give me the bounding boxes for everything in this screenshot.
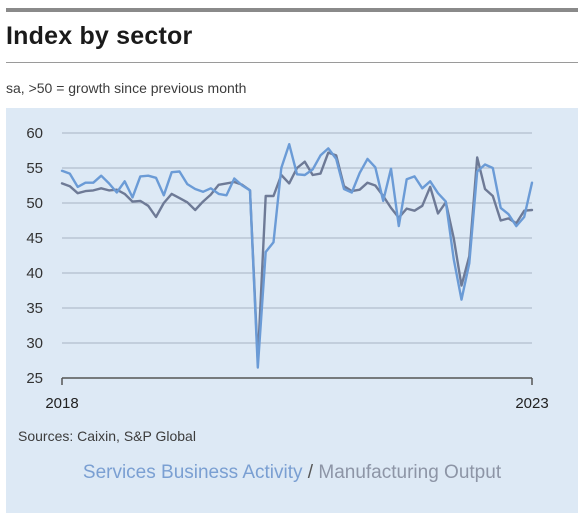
chart-panel: 60 55 50 45 40 35 30 25 2018 2023 Sources: Caixi…	[6, 108, 578, 513]
series-line-services	[60, 143, 534, 369]
y-tick-label-25: 25	[26, 370, 43, 387]
x-tick-label-start: 2018	[45, 395, 78, 412]
chart-title: Index by sector	[6, 22, 193, 50]
grid-lines	[62, 132, 532, 344]
y-tick-label-45: 45	[26, 230, 43, 247]
legend: Services Business Activity / Manufacturi…	[6, 462, 578, 484]
y-tick-label-40: 40	[26, 265, 43, 282]
legend-services: Services Business Activity	[82, 462, 303, 483]
top-rule	[6, 8, 578, 12]
source-note: Sources: Caixin, S&P Global	[18, 428, 196, 444]
y-tick-label-60: 60	[26, 125, 43, 142]
y-tick-label-55: 55	[26, 160, 43, 177]
legend-manufacturing: Manufacturing Output	[318, 462, 502, 483]
y-tick-labels: 60 55 50 45 40 35 30 25	[26, 125, 43, 387]
chart-subtitle: sa, >50 = growth since previous month	[6, 80, 247, 96]
x-axis: 2018 2023	[45, 377, 549, 412]
series-lines	[60, 143, 534, 369]
x-tick-label-end: 2023	[515, 395, 548, 412]
title-rule	[6, 62, 578, 63]
legend-separator: /	[302, 462, 319, 483]
line-chart: 60 55 50 45 40 35 30 25 2018 2023	[26, 125, 549, 412]
y-tick-label-50: 50	[26, 195, 43, 212]
series-line-manufacturing	[60, 151, 534, 362]
y-tick-label-35: 35	[26, 300, 43, 317]
y-tick-label-30: 30	[26, 335, 43, 352]
